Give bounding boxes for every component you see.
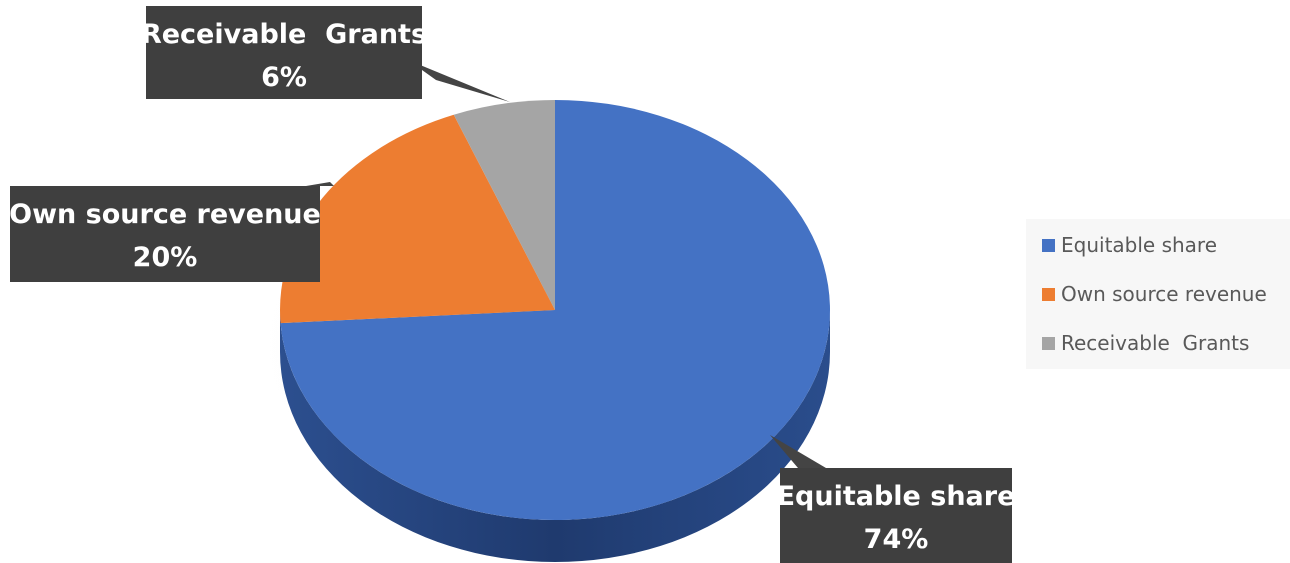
slice-receivable-grants — [453, 100, 555, 310]
callout-box — [146, 6, 422, 99]
legend-swatch-own-source-revenue — [1042, 287, 1055, 301]
legend-label: Equitable share — [1061, 233, 1218, 257]
legend-label: Receivable Grants — [1061, 331, 1250, 355]
callout-box — [10, 186, 320, 282]
leader-line — [770, 435, 826, 468]
callout-receivable-grants: Receivable Grants 6% — [141, 6, 510, 102]
data-labels: Equitable share 74% Own source revenue 20% R… — [9, 6, 1015, 563]
callout-equitable-share: Equitable share 74% — [770, 435, 1015, 563]
legend-item-own-source-revenue: Own source revenue — [1042, 282, 1267, 306]
legend: Equitable share Own source revenue Recei… — [1026, 219, 1290, 369]
leader-line — [408, 60, 510, 102]
callout-box — [780, 468, 1012, 563]
legend-label: Own source revenue — [1061, 282, 1267, 306]
pie-slices — [280, 100, 830, 520]
legend-swatch-receivable-grants — [1042, 336, 1055, 350]
legend-item-equitable-share: Equitable share — [1042, 233, 1217, 257]
data-label-percent: 6% — [261, 62, 307, 93]
data-label-category: Own source revenue — [9, 199, 321, 230]
data-label-category: Equitable share — [777, 481, 1016, 512]
data-label-percent: 20% — [133, 242, 198, 273]
callout-own-source-revenue: Own source revenue 20% — [9, 182, 334, 282]
legend-swatch-equitable-share — [1042, 238, 1055, 252]
slice-equitable-share — [280, 100, 830, 520]
pie-side — [280, 310, 830, 562]
data-label-percent: 74% — [864, 524, 929, 555]
legend-item-receivable-grants: Receivable Grants — [1042, 331, 1249, 355]
pie-side-wall — [280, 310, 830, 562]
leader-line — [306, 182, 334, 186]
data-label-category: Receivable Grants — [141, 19, 427, 50]
slice-own-source-revenue — [280, 114, 555, 324]
